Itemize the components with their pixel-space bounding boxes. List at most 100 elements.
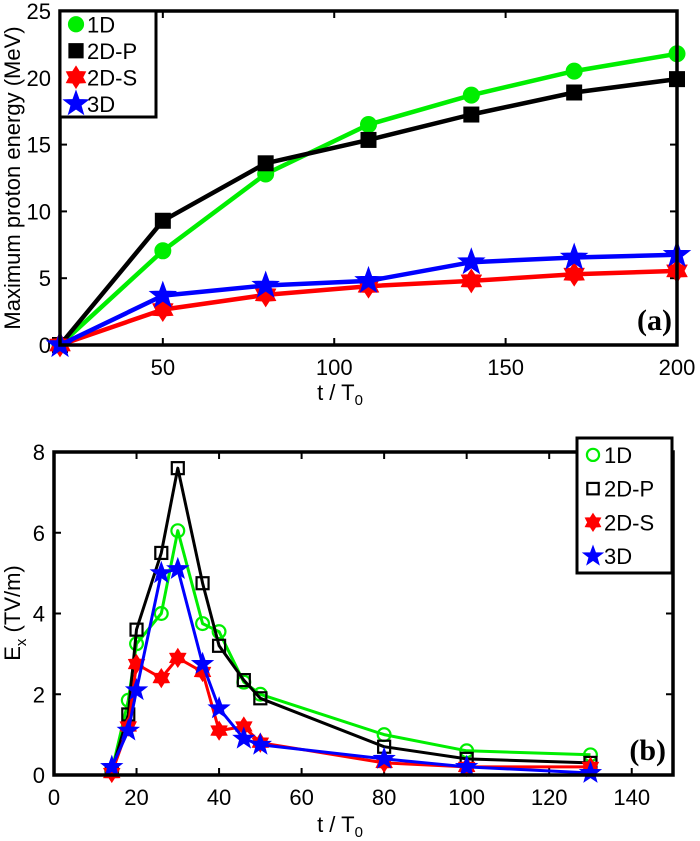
data-point [207, 696, 231, 719]
y-tick-label: 20 [27, 66, 51, 91]
y-tick-label: 4 [33, 602, 45, 627]
data-point [462, 86, 480, 104]
legend-box [575, 436, 674, 575]
data-point [170, 461, 185, 476]
legend-marker-hexagram [584, 512, 602, 533]
y-axis-label-main: Maximum proton energy (MeV) [0, 26, 25, 329]
y-tick-label: 8 [33, 440, 45, 465]
x-tick-label: 150 [487, 355, 524, 380]
data-point [153, 605, 169, 621]
x-tick-label: 200 [659, 355, 696, 380]
x-tick-label: 100 [448, 785, 485, 810]
data-point [565, 62, 583, 80]
x-axis-label-main: t / T [317, 812, 355, 837]
legend-marker-pentagram [581, 544, 605, 566]
legend-label: 2D-S [87, 65, 137, 90]
y-tick-label: 0 [39, 333, 51, 358]
y-tick-label: 2 [33, 682, 45, 707]
data-point [149, 560, 174, 584]
data-point [211, 624, 227, 640]
legend-label: 1D [87, 12, 115, 37]
y-axis-label: Maximum proton energy (MeV) [0, 26, 25, 329]
data-point [354, 265, 383, 294]
data-point [195, 616, 211, 632]
series-line [110, 656, 591, 774]
data-point [154, 242, 172, 260]
data-point [210, 720, 228, 741]
x-axis-label: t / T0 [317, 812, 363, 841]
x-axis-label-main: t / T [317, 380, 355, 405]
x-tick-label: 40 [207, 785, 231, 810]
data-point [566, 84, 583, 101]
x-tick-label: 120 [531, 785, 568, 810]
legend-label: 2D-P [604, 477, 654, 502]
data-point [124, 677, 149, 701]
data-point [154, 545, 169, 561]
legend-label: 2D-S [604, 510, 654, 535]
data-point [454, 754, 479, 777]
data-point [148, 280, 178, 308]
data-point [190, 651, 215, 674]
y-axis-label-main: E [0, 646, 25, 661]
data-point [257, 155, 274, 172]
legend-marker-circle [67, 16, 85, 33]
y-tick-label: 5 [39, 266, 51, 291]
legend-label: 3D [87, 92, 115, 117]
data-point [116, 718, 141, 741]
x-tick-label: 50 [151, 355, 175, 380]
data-point [211, 638, 227, 653]
legend: 1D 2D-P 2D-S 3D [575, 436, 674, 575]
legend-marker-pentagram [62, 89, 90, 116]
chart-panel-2: 0 20 40 60 80 100 120 140 0 2 4 6 8 1D 2D-P 2D-S 3D (b) t … [0, 436, 675, 841]
y-axis-label: Ex (TV/m) [0, 565, 30, 661]
data-point [360, 116, 377, 134]
y-tick-label: 25 [27, 0, 51, 24]
x-axis-label-subscript: 0 [355, 392, 363, 409]
data-point [253, 691, 268, 706]
data-point [248, 732, 273, 755]
y-tick-label: 15 [27, 133, 51, 158]
legend-marker-circle [585, 447, 601, 463]
data-point [170, 523, 186, 539]
series-line [110, 466, 591, 772]
panel-label: (a) [637, 304, 672, 337]
y-tick-label: 6 [33, 521, 45, 546]
data-point [251, 270, 280, 298]
data-point [129, 622, 144, 637]
legend-marker-square [68, 43, 84, 59]
data-point [195, 576, 210, 591]
data-point [360, 131, 377, 148]
legend-label: 2D-P [87, 39, 137, 64]
series-line [110, 567, 591, 775]
series-2D-P [104, 461, 598, 779]
x-tick-label: 60 [289, 785, 313, 810]
data-point [563, 261, 585, 287]
y-tick-label: 0 [33, 763, 45, 788]
data-point [154, 212, 171, 229]
data-point [463, 106, 480, 123]
plot-frame [52, 450, 675, 777]
data-point [166, 556, 190, 579]
data-point [457, 247, 486, 275]
panel-label: (b) [629, 734, 666, 767]
x-axis-label: t / T0 [317, 380, 363, 409]
x-tick-label: 20 [124, 785, 148, 810]
legend-label: 1D [604, 443, 632, 468]
x-tick-label: 140 [613, 785, 650, 810]
legend-label: 3D [604, 544, 632, 569]
y-axis-label-unit: (TV/m) [0, 565, 25, 638]
y-tick-label: 10 [27, 199, 51, 224]
data-point [232, 726, 256, 749]
legend-marker-square [586, 481, 600, 496]
legend-marker-hexagram [65, 65, 87, 90]
data-point [152, 667, 171, 689]
data-point [559, 242, 589, 270]
plot-frame [58, 9, 679, 347]
data-point [100, 754, 124, 777]
x-tick-label: 80 [372, 785, 396, 810]
data-point [460, 268, 483, 294]
data-point [578, 760, 603, 783]
